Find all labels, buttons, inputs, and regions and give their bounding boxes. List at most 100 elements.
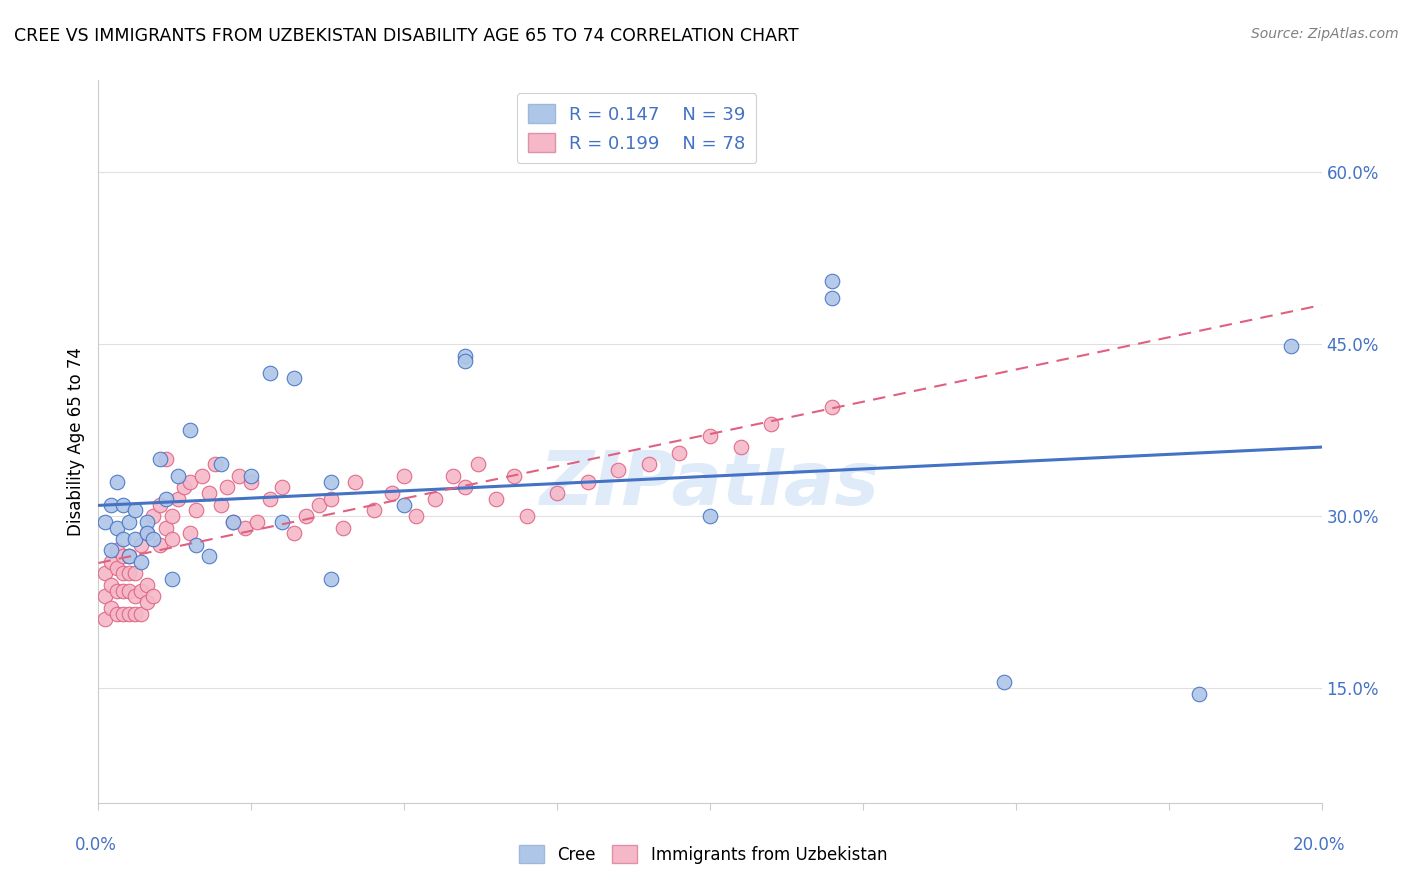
Text: CREE VS IMMIGRANTS FROM UZBEKISTAN DISABILITY AGE 65 TO 74 CORRELATION CHART: CREE VS IMMIGRANTS FROM UZBEKISTAN DISAB… bbox=[14, 27, 799, 45]
Point bbox=[160, 532, 183, 546]
Point bbox=[124, 503, 146, 517]
Point bbox=[546, 486, 568, 500]
Point bbox=[283, 526, 305, 541]
Point bbox=[454, 349, 477, 363]
Point bbox=[222, 515, 245, 529]
Point bbox=[100, 498, 122, 512]
Point bbox=[209, 458, 232, 472]
Point bbox=[319, 572, 342, 586]
Point bbox=[1188, 687, 1211, 701]
Point bbox=[124, 590, 146, 604]
Point bbox=[637, 458, 661, 472]
Point bbox=[381, 486, 404, 500]
Y-axis label: Disability Age 65 to 74: Disability Age 65 to 74 bbox=[66, 347, 84, 536]
Point bbox=[454, 480, 477, 494]
Point bbox=[105, 520, 128, 534]
Point bbox=[111, 532, 134, 546]
Point bbox=[392, 498, 416, 512]
Point bbox=[105, 560, 128, 574]
Point bbox=[485, 491, 508, 506]
Point bbox=[93, 515, 115, 529]
Point bbox=[173, 480, 195, 494]
Point bbox=[105, 475, 128, 489]
Point bbox=[136, 595, 159, 609]
Point bbox=[363, 503, 385, 517]
Point bbox=[186, 503, 208, 517]
Point bbox=[100, 600, 122, 615]
Point bbox=[136, 515, 159, 529]
Text: 20.0%: 20.0% bbox=[1292, 836, 1346, 854]
Point bbox=[308, 498, 330, 512]
Legend: R = 0.147    N = 39, R = 0.199    N = 78: R = 0.147 N = 39, R = 0.199 N = 78 bbox=[517, 93, 756, 163]
Point bbox=[283, 371, 305, 385]
Point bbox=[111, 607, 134, 621]
Point bbox=[821, 274, 844, 288]
Text: ZIPatlas: ZIPatlas bbox=[540, 449, 880, 522]
Point bbox=[240, 475, 263, 489]
Point bbox=[668, 446, 690, 460]
Point bbox=[179, 526, 201, 541]
Point bbox=[100, 543, 122, 558]
Point bbox=[149, 498, 172, 512]
Point bbox=[259, 491, 281, 506]
Point bbox=[1279, 339, 1302, 353]
Point bbox=[118, 515, 141, 529]
Point bbox=[100, 578, 122, 592]
Point bbox=[993, 675, 1015, 690]
Point bbox=[118, 549, 141, 564]
Point bbox=[167, 491, 190, 506]
Point bbox=[186, 538, 208, 552]
Point bbox=[111, 498, 134, 512]
Point bbox=[93, 612, 115, 626]
Point bbox=[149, 451, 172, 466]
Point bbox=[392, 469, 416, 483]
Point bbox=[319, 491, 342, 506]
Point bbox=[228, 469, 250, 483]
Point bbox=[233, 520, 256, 534]
Point bbox=[222, 515, 245, 529]
Point bbox=[160, 572, 183, 586]
Point bbox=[93, 590, 115, 604]
Point bbox=[503, 469, 526, 483]
Point bbox=[821, 291, 844, 305]
Point bbox=[118, 566, 141, 581]
Point bbox=[246, 515, 269, 529]
Point bbox=[129, 583, 152, 598]
Text: 0.0%: 0.0% bbox=[75, 836, 117, 854]
Text: Source: ZipAtlas.com: Source: ZipAtlas.com bbox=[1251, 27, 1399, 41]
Point bbox=[204, 458, 226, 472]
Point bbox=[129, 538, 152, 552]
Point bbox=[124, 607, 146, 621]
Point bbox=[118, 607, 141, 621]
Point bbox=[129, 607, 152, 621]
Point bbox=[516, 509, 538, 524]
Point bbox=[730, 440, 752, 454]
Point bbox=[129, 555, 152, 569]
Point bbox=[155, 520, 177, 534]
Point bbox=[111, 549, 134, 564]
Point bbox=[179, 475, 201, 489]
Point bbox=[136, 578, 159, 592]
Point bbox=[155, 451, 177, 466]
Point bbox=[105, 583, 128, 598]
Point bbox=[136, 526, 159, 541]
Point bbox=[270, 480, 292, 494]
Point bbox=[423, 491, 446, 506]
Point bbox=[197, 486, 219, 500]
Point bbox=[142, 532, 165, 546]
Point bbox=[191, 469, 214, 483]
Point bbox=[215, 480, 238, 494]
Point bbox=[240, 469, 263, 483]
Point bbox=[197, 549, 219, 564]
Point bbox=[100, 555, 122, 569]
Point bbox=[118, 583, 141, 598]
Point bbox=[607, 463, 630, 477]
Point bbox=[142, 590, 165, 604]
Point bbox=[344, 475, 367, 489]
Point bbox=[124, 566, 146, 581]
Point bbox=[136, 526, 159, 541]
Point bbox=[759, 417, 782, 432]
Point bbox=[124, 532, 146, 546]
Point bbox=[209, 498, 232, 512]
Point bbox=[105, 607, 128, 621]
